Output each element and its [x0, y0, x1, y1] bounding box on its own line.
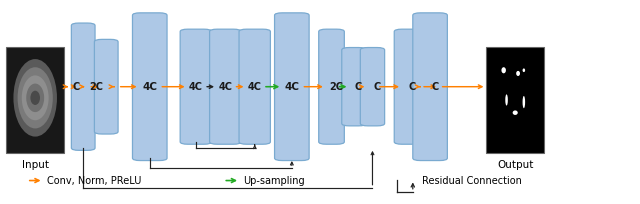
FancyBboxPatch shape [275, 13, 309, 161]
FancyBboxPatch shape [319, 29, 344, 144]
FancyBboxPatch shape [394, 29, 420, 144]
Text: 4C: 4C [218, 82, 232, 92]
Text: 4C: 4C [189, 82, 203, 92]
Ellipse shape [13, 59, 57, 137]
FancyBboxPatch shape [95, 39, 118, 134]
Ellipse shape [18, 67, 53, 129]
Ellipse shape [22, 75, 49, 120]
FancyBboxPatch shape [180, 29, 211, 144]
Text: C: C [373, 82, 381, 92]
FancyBboxPatch shape [239, 29, 270, 144]
Ellipse shape [506, 94, 508, 106]
Text: Output: Output [497, 160, 533, 170]
Text: C: C [355, 82, 362, 92]
FancyBboxPatch shape [342, 48, 366, 126]
Text: 2C: 2C [90, 82, 104, 92]
Text: Input: Input [22, 160, 49, 170]
Text: 4C: 4C [142, 82, 157, 92]
Ellipse shape [26, 84, 44, 112]
Text: 4C: 4C [248, 82, 262, 92]
Text: C: C [408, 82, 416, 92]
Bar [6, 47, 64, 153]
Text: Up-sampling: Up-sampling [243, 175, 305, 186]
Ellipse shape [523, 96, 525, 108]
FancyBboxPatch shape [209, 29, 241, 144]
Ellipse shape [516, 71, 520, 76]
FancyBboxPatch shape [132, 13, 167, 161]
Text: 4C: 4C [284, 82, 300, 92]
Ellipse shape [31, 91, 40, 105]
FancyBboxPatch shape [72, 23, 95, 150]
Ellipse shape [513, 110, 518, 115]
Text: C: C [72, 82, 80, 92]
Text: Residual Connection: Residual Connection [422, 175, 522, 186]
Text: Conv, Norm, PReLU: Conv, Norm, PReLU [47, 175, 141, 186]
FancyBboxPatch shape [360, 48, 385, 126]
Ellipse shape [523, 68, 525, 72]
Ellipse shape [502, 67, 506, 73]
Text: C: C [431, 82, 439, 92]
Text: 2C: 2C [330, 82, 344, 92]
FancyBboxPatch shape [413, 13, 447, 161]
Bar [486, 47, 544, 153]
